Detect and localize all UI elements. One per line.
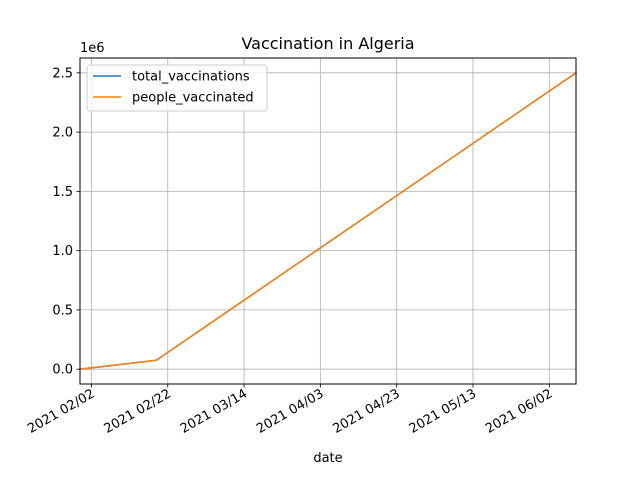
y-offset-text: 1e6 [80, 41, 105, 56]
y-tick-label: 1.0 [52, 244, 73, 259]
series-lines [79, 71, 578, 371]
plot-frame [79, 57, 577, 385]
legend-label: people_vaccinated [132, 91, 254, 106]
x-axis-label: date [313, 451, 342, 466]
legend-label: total_vaccinations [132, 70, 250, 85]
y-tick-label: 2.5 [52, 66, 73, 81]
y-tick-label: 2.0 [52, 126, 73, 141]
y-tick-label: 1.5 [52, 185, 73, 200]
y-axis: 0.0 0.5 1.0 1.5 2.0 2.5 [52, 66, 80, 378]
grid [80, 58, 576, 384]
chart-title: Vaccination in Algeria [241, 34, 414, 53]
series-line-people-vaccinated [79, 71, 578, 371]
legend: total_vaccinations people_vaccinated [86, 64, 268, 112]
y-tick-label: 0.0 [52, 363, 73, 378]
legend-box [86, 64, 268, 112]
y-tick-label: 0.5 [52, 303, 73, 318]
